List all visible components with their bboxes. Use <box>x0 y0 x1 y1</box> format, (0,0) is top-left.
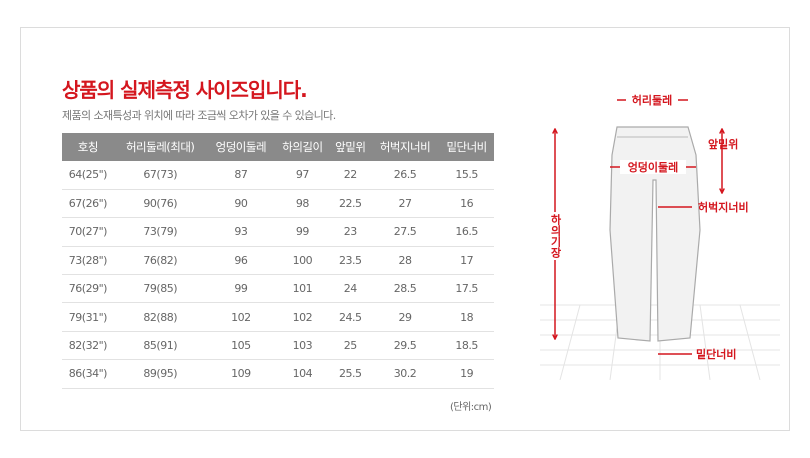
table-cell: 73(28") <box>62 246 114 276</box>
label-hem: 밑단너비 <box>696 347 736 361</box>
table-cell: 29.5 <box>370 331 440 361</box>
table-row: 70(27") 73(79) 93 99 23 27.5 16.5 <box>62 217 494 247</box>
column-header: 호칭 <box>62 133 114 161</box>
table-cell: 29 <box>370 302 440 332</box>
table-cell: 82(32") <box>62 331 114 361</box>
column-header: 허벅지너비 <box>370 133 440 161</box>
table-cell: 15.5 <box>439 161 494 190</box>
table-cell: 17 <box>439 246 494 276</box>
table-cell: 104 <box>275 359 330 389</box>
table-cell: 99 <box>206 274 276 304</box>
table-cell: 102 <box>206 302 276 332</box>
table-row: 67(26") 90(76) 90 98 22.5 27 16 <box>62 189 494 219</box>
table-row: 64(25") 67(73) 87 97 22 26.5 15.5 <box>62 161 494 190</box>
table-cell: 64(25") <box>62 161 114 190</box>
table-cell: 25.5 <box>329 359 371 389</box>
table-cell: 24.5 <box>329 302 371 332</box>
table-row: 73(28") 76(82) 96 100 23.5 28 17 <box>62 246 494 276</box>
unit-note: (단위:cm) <box>450 402 492 413</box>
table-cell: 22 <box>329 161 371 190</box>
label-waist: 허리둘레 <box>632 93 672 107</box>
table-cell: 87 <box>206 161 276 190</box>
label-length: 하의기장 <box>548 212 562 260</box>
label-rise: 앞밑위 <box>708 138 738 151</box>
label-thigh: 허벅지너비 <box>698 200 749 214</box>
table-cell: 17.5 <box>439 274 494 304</box>
table-cell: 96 <box>206 246 276 276</box>
table-cell: 103 <box>275 331 330 361</box>
table-cell: 76(29") <box>62 274 114 304</box>
table-cell: 105 <box>206 331 276 361</box>
table-cell: 18.5 <box>439 331 494 361</box>
label-hip: 엉덩이둘레 <box>628 160 679 174</box>
pants-icon <box>609 126 701 342</box>
subtitle: 제품의 소재특성과 위치에 따라 조금씩 오차가 있을 수 있습니다. <box>62 109 336 122</box>
table-cell: 93 <box>206 217 276 247</box>
table-cell: 100 <box>275 246 330 276</box>
size-table: 호칭 허리둘레(최대) 엉덩이둘레 하의길이 앞밑위 허벅지너비 밑단너비 64(25") 6… <box>62 133 494 389</box>
table-cell: 25 <box>329 331 371 361</box>
table-cell: 101 <box>275 274 330 304</box>
column-header: 엉덩이둘레 <box>206 133 276 161</box>
table-cell: 98 <box>275 189 330 219</box>
table-cell: 97 <box>275 161 330 190</box>
table-cell: 30.2 <box>370 359 440 389</box>
table-cell: 85(91) <box>113 331 207 361</box>
table-cell: 23 <box>329 217 371 247</box>
column-header: 앞밑위 <box>329 133 371 161</box>
table-cell: 73(79) <box>113 217 207 247</box>
table-cell: 16.5 <box>439 217 494 247</box>
table-cell: 19 <box>439 359 494 389</box>
table-cell: 22.5 <box>329 189 371 219</box>
table-cell: 76(82) <box>113 246 207 276</box>
table-cell: 90(76) <box>113 189 207 219</box>
table-cell: 26.5 <box>370 161 440 190</box>
table-cell: 79(31") <box>62 302 114 332</box>
table-cell: 67(73) <box>113 161 207 190</box>
table-cell: 70(27") <box>62 217 114 247</box>
table-cell: 27 <box>370 189 440 219</box>
table-header: 호칭 허리둘레(최대) 엉덩이둘레 하의길이 앞밑위 허벅지너비 밑단너비 <box>62 133 494 161</box>
table-cell: 82(88) <box>113 302 207 332</box>
table-cell: 89(95) <box>113 359 207 389</box>
table-row: 76(29") 79(85) 99 101 24 28.5 17.5 <box>62 274 494 304</box>
table-cell: 67(26") <box>62 189 114 219</box>
table-cell: 90 <box>206 189 276 219</box>
table-cell: 24 <box>329 274 371 304</box>
table-cell: 102 <box>275 302 330 332</box>
table-cell: 23.5 <box>329 246 371 276</box>
table-cell: 27.5 <box>370 217 440 247</box>
table-cell: 18 <box>439 302 494 332</box>
table-cell: 109 <box>206 359 276 389</box>
table-cell: 28 <box>370 246 440 276</box>
table-cell: 99 <box>275 217 330 247</box>
table-cell: 86(34") <box>62 359 114 389</box>
column-header: 밑단너비 <box>439 133 494 161</box>
column-header: 하의길이 <box>275 133 330 161</box>
table-row: 86(34") 89(95) 109 104 25.5 30.2 19 <box>62 359 494 389</box>
table-cell: 28.5 <box>370 274 440 304</box>
table-row: 82(32") 85(91) 105 103 25 29.5 18.5 <box>62 331 494 361</box>
table-row: 79(31") 82(88) 102 102 24.5 29 18 <box>62 302 494 332</box>
column-header: 허리둘레(최대) <box>113 133 207 161</box>
page-title: 상품의 실제측정 사이즈입니다. <box>62 78 308 102</box>
table-cell: 79(85) <box>113 274 207 304</box>
table-cell: 16 <box>439 189 494 219</box>
pants-diagram: 허리둘레 앞밑위 엉덩이둘레 허벅지너비 밑단너비 <box>540 93 780 380</box>
